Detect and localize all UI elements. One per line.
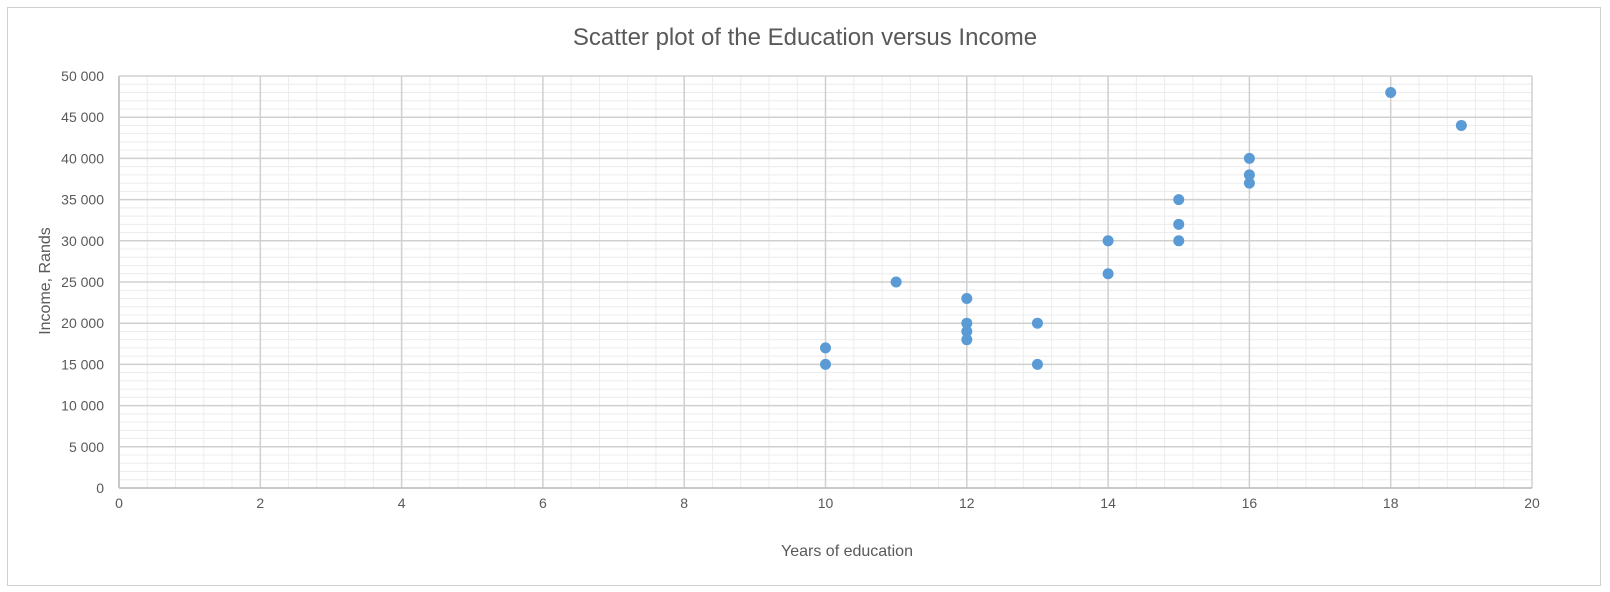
chart-area [7, 7, 1601, 586]
x-tick-label: 10 [818, 495, 834, 511]
y-tick-label: 45 000 [61, 109, 104, 125]
data-point [1243, 152, 1255, 164]
y-axis-title: Income, Rands [37, 227, 54, 335]
x-axis-title: Years of education [781, 543, 913, 560]
y-tick-label: 30 000 [61, 233, 104, 249]
x-tick-label: 0 [115, 495, 123, 511]
x-tick-label: 4 [398, 495, 406, 511]
x-tick-label: 2 [256, 495, 264, 511]
data-point [820, 342, 831, 354]
data-point [820, 358, 831, 370]
y-tick-label: 0 [96, 480, 104, 496]
tick-labels: 0 2 4 6 8 10 12 14 16 18 20 0 5 000 10 000 15 000 20 00… [61, 68, 1540, 511]
x-tick-label: 18 [1383, 495, 1399, 511]
data-point [1102, 235, 1114, 247]
data-points [820, 86, 1467, 370]
data-point [1173, 235, 1185, 247]
gridlines [118, 75, 1533, 489]
x-tick-label: 20 [1524, 495, 1540, 511]
data-point [961, 334, 973, 346]
y-tick-label: 40 000 [61, 150, 104, 166]
data-point [1243, 177, 1255, 189]
data-point [961, 292, 973, 304]
data-point [890, 276, 902, 288]
data-point [1031, 317, 1043, 329]
data-point [1385, 86, 1397, 98]
x-tick-label: 6 [539, 495, 547, 511]
y-tick-label: 35 000 [61, 192, 104, 208]
x-tick-label: 16 [1242, 495, 1258, 511]
data-point [961, 325, 973, 337]
axes [118, 76, 1532, 489]
data-point [1173, 194, 1185, 206]
x-tick-label: 8 [680, 495, 688, 511]
y-tick-label: 20 000 [61, 315, 104, 331]
y-tick-label: 5 000 [69, 439, 104, 455]
chart-title: Scatter plot of the Education versus Inc… [573, 24, 1037, 51]
data-point [1243, 169, 1255, 181]
x-tick-label: 14 [1100, 495, 1116, 511]
data-point [1031, 358, 1043, 370]
data-point [961, 317, 973, 329]
data-point [1102, 268, 1114, 280]
y-tick-label: 15 000 [61, 356, 104, 372]
data-point [1455, 119, 1467, 131]
y-tick-label: 25 000 [61, 274, 104, 290]
data-point [1173, 218, 1185, 230]
y-tick-label: 50 000 [61, 68, 104, 84]
x-tick-label: 12 [959, 495, 975, 511]
y-tick-label: 10 000 [61, 398, 104, 414]
